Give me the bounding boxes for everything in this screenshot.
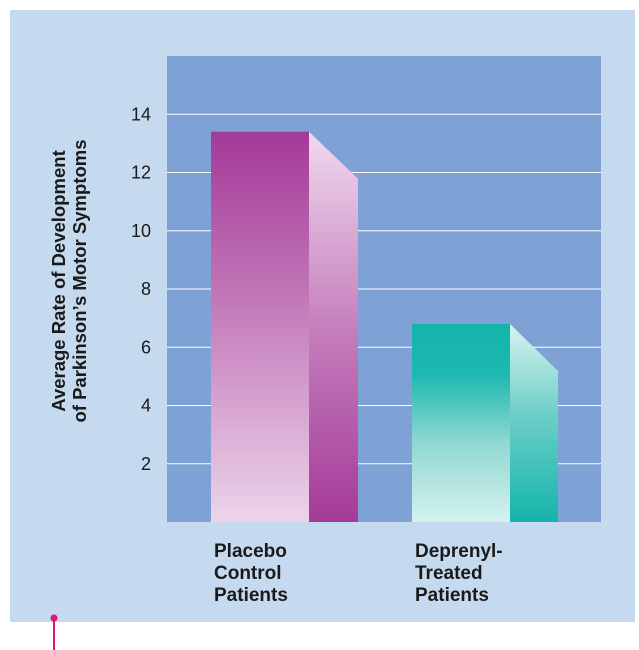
y-tick-label: 10 — [131, 221, 151, 241]
category-label-line: Patients — [214, 585, 288, 606]
category-label-line: Control — [214, 563, 282, 584]
bar-front-1 — [211, 131, 309, 522]
y-tick-label: 14 — [131, 104, 151, 124]
category-label-line: Treated — [415, 563, 483, 584]
y-tick-label: 6 — [141, 337, 151, 357]
category-label-line: Placebo — [214, 541, 287, 562]
y-tick-label: 12 — [131, 163, 151, 183]
bar-side-2 — [510, 323, 558, 522]
category-label-line: Patients — [415, 585, 489, 606]
category-label-line: Deprenyl- — [415, 541, 503, 562]
bar-front-2 — [412, 323, 510, 522]
y-tick-label: 8 — [141, 279, 151, 299]
category-label-deprenyl: Deprenyl- Treated Patients — [415, 541, 503, 607]
bars — [211, 131, 558, 522]
y-axis-ticks: 2 4 6 8 10 12 14 — [131, 104, 151, 474]
y-tick-label: 2 — [141, 454, 151, 474]
bar-side-1 — [309, 131, 358, 522]
category-label-placebo: Placebo Control Patients — [214, 541, 288, 607]
y-tick-label: 4 — [141, 396, 151, 416]
